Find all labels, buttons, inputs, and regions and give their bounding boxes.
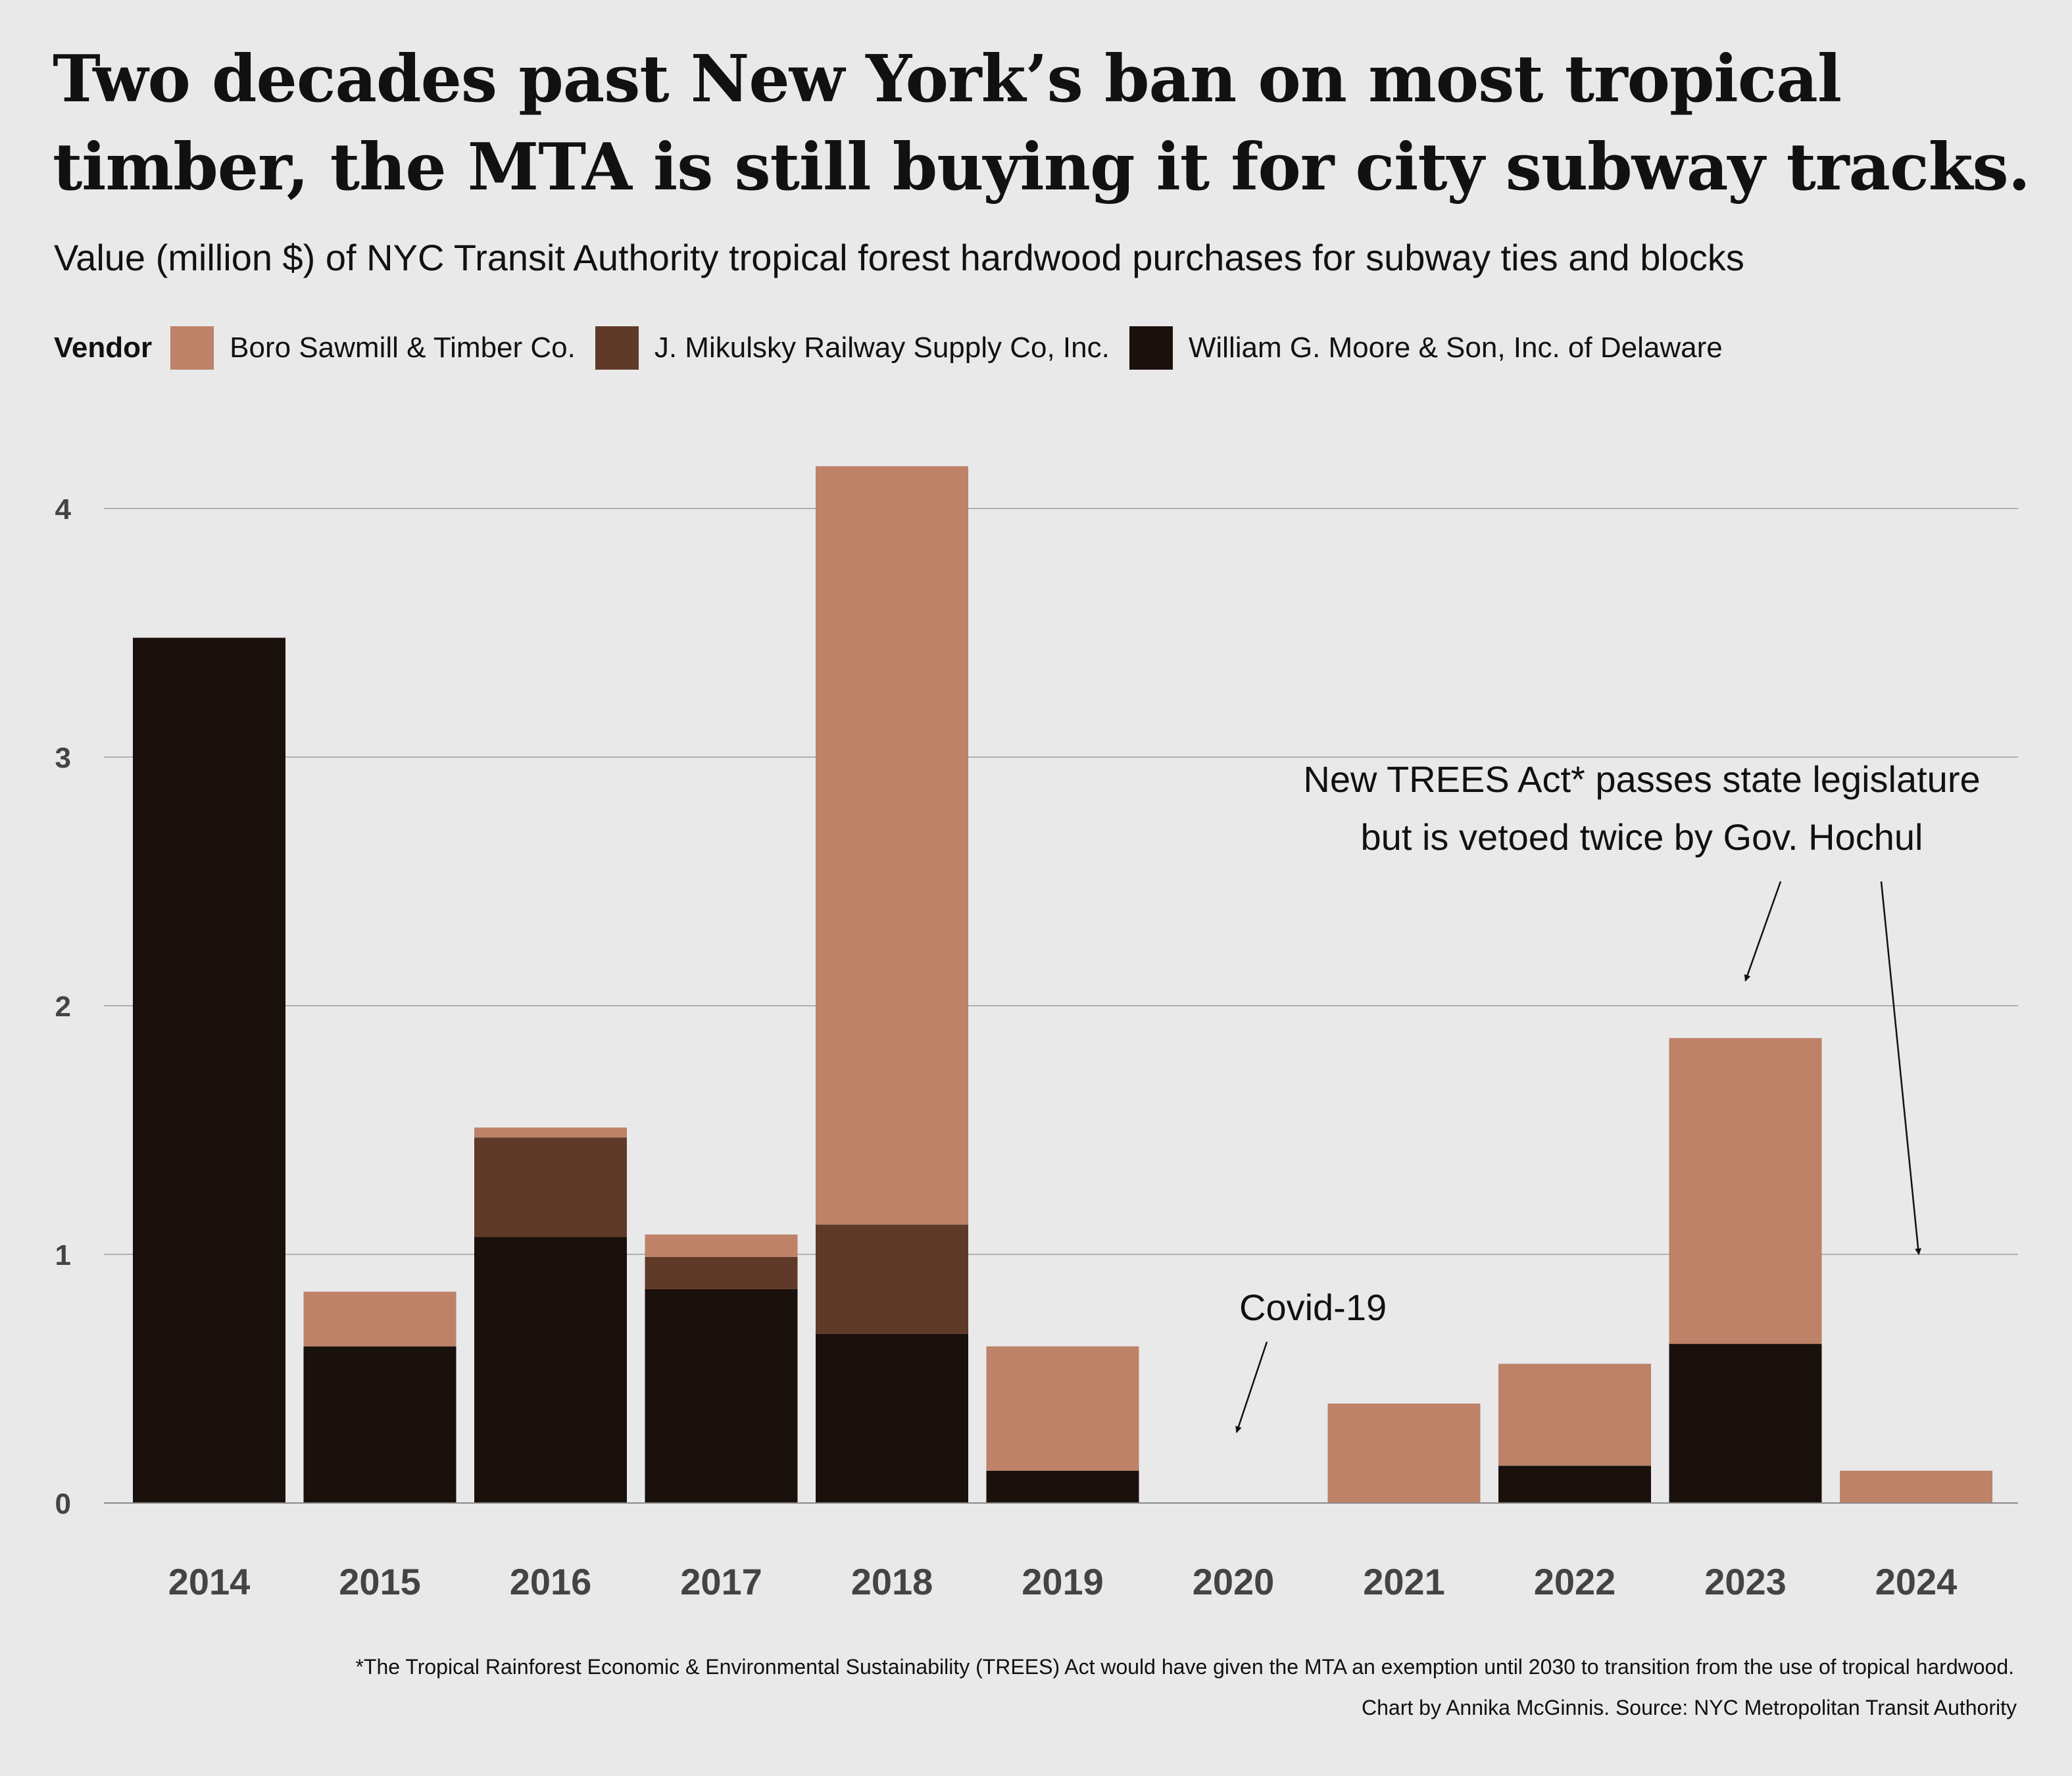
bar-segment [645,1256,798,1289]
chart-title: Two decades past New York’s ban on most … [53,41,2031,205]
bars [133,466,1992,1503]
bar-segment [816,466,968,1225]
bar-segment [133,637,285,1503]
bar-segment [1327,1403,1481,1503]
legend-label-moore: William G. Moore & Son, Inc. of Delaware [1188,332,1723,364]
legend-item-moore: William G. Moore & Son, Inc. of Delaware [1129,326,1723,370]
legend-swatch-moore [1129,326,1173,370]
y-tick-label: 1 [55,1239,71,1271]
bar-chart: 0 1 2 3 4 2014 2015 2016 2017 2018 2019 2020 2021 202… [55,466,2018,1602]
bar-segment [1498,1466,1651,1503]
bar-segment [474,1237,627,1503]
x-tick-label: 2017 [680,1561,762,1602]
y-tick-label: 2 [55,991,71,1023]
annotation-arrow [1880,881,1922,1255]
bar-segment [1669,1038,1822,1344]
bar-segment [986,1470,1139,1503]
bar-segment [645,1234,798,1257]
x-tick-label: 2020 [1193,1561,1275,1602]
legend-label-boro: Boro Sawmill & Timber Co. [230,332,576,364]
x-tick-label: 2018 [851,1561,933,1602]
bar-segment [645,1289,798,1503]
axes: 0 1 2 3 4 2014 2015 2016 2017 2018 2019 2020 2021 202… [55,493,2018,1602]
x-tick-label: 2019 [1022,1561,1104,1602]
legend-item-boro: Boro Sawmill & Timber Co. [170,326,576,370]
y-tick-label: 3 [55,742,71,774]
x-tick-label: 2023 [1704,1561,1787,1602]
legend-swatch-mikulsky [595,326,639,370]
annotation-covid: Covid-19 [1239,1287,1387,1328]
legend-label-mikulsky: J. Mikulsky Railway Supply Co, Inc. [654,332,1110,364]
bar-segment [986,1346,1139,1471]
bar-segment [1669,1344,1822,1503]
bar-segment [303,1291,456,1346]
bar-segment [474,1137,627,1237]
bar-segment [1840,1470,1992,1503]
footnote: *The Tropical Rainforest Economic & Envi… [355,1655,2014,1679]
annotations: Covid-19 New TREES Act* passes state legi… [1235,758,1981,1433]
x-tick-label: 2021 [1363,1561,1445,1602]
chart-subtitle: Value (million $) of NYC Transit Authori… [54,237,1744,278]
bar-segment [1498,1364,1651,1466]
source-credit: Chart by Annika McGinnis. Source: NYC Me… [1362,1696,2017,1719]
bar-segment [474,1127,627,1138]
y-tick-label: 4 [55,493,72,526]
x-tick-label: 2014 [168,1561,251,1602]
x-tick-label: 2016 [510,1561,592,1602]
annotation-arrow [1235,1341,1268,1433]
bar-segment [816,1224,968,1334]
annotation-trees-act-line: but is vetoed twice by Gov. Hochul [1361,816,1923,858]
annotation-trees-act-line: New TREES Act* passes state legislature [1303,758,1980,800]
bar-segment [303,1346,456,1503]
legend-item-mikulsky: J. Mikulsky Railway Supply Co, Inc. [595,326,1110,370]
y-tick-label: 0 [55,1488,71,1520]
legend-title: Vendor [54,332,153,364]
legend: Vendor Boro Sawmill & Timber Co. J. Miku… [54,325,1742,371]
bar-segment [816,1333,968,1503]
x-tick-label: 2022 [1534,1561,1616,1602]
x-tick-label: 2015 [339,1561,421,1602]
annotation-arrow [1744,881,1782,982]
x-tick-label: 2024 [1875,1561,1958,1602]
legend-swatch-boro [170,326,214,370]
